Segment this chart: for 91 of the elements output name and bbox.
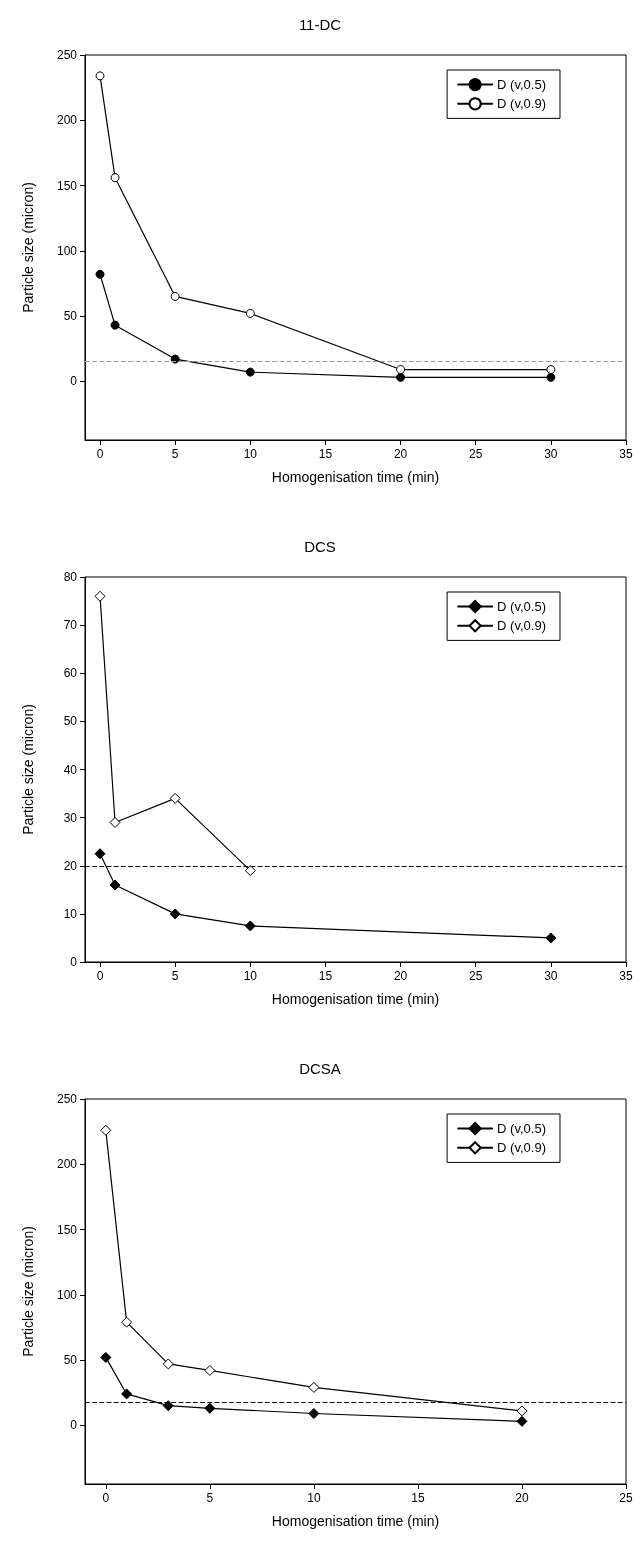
x-axis-title: Homogenisation time (min) [271,991,440,1007]
point [121,1316,133,1328]
point [308,1381,320,1393]
y-axis-title: Particle size (micron) [20,1226,36,1357]
x-tick-label: 0 [102,1491,110,1505]
legend-label: D (v,0.9) [497,1140,547,1156]
x-tick-label: 15 [318,969,333,983]
y-axis-title: Particle size (micron) [20,182,36,313]
y-axis-title: Particle size (micron) [20,704,36,835]
chart-title: DCSA [299,1060,341,1077]
y-tick-label: 50 [63,714,78,729]
y-tick-label: 0 [70,374,78,389]
y-tick-label: 150 [56,178,78,193]
x-tick-label: 5 [171,447,179,461]
x-tick-label: 30 [544,447,558,461]
y-tick-label: 0 [70,955,78,969]
point [121,1388,133,1400]
y-tick-label: 100 [56,243,78,258]
point [100,1124,112,1136]
legend-label: D (v,0.5) [497,77,547,93]
point [169,792,181,804]
point [109,816,121,828]
point [244,920,256,932]
point [204,1402,216,1414]
y-tick-label: 200 [56,1157,78,1172]
x-tick-label: 20 [393,969,408,983]
x-tick-label: 35 [619,447,633,461]
y-tick-label: 200 [56,113,78,128]
x-tick-label: 5 [206,1491,214,1505]
point [516,1405,528,1417]
point [204,1364,216,1376]
point [109,879,121,891]
x-tick-label: 10 [243,447,258,461]
x-tick-label: 20 [515,1491,529,1505]
point [170,291,180,301]
x-tick-label: 0 [96,447,104,461]
y-tick-label: 10 [63,906,78,921]
point [170,354,180,364]
point [396,372,406,382]
point [94,590,106,602]
x-tick-label: 25 [619,1491,633,1505]
point [546,365,556,375]
legend-label: D (v,0.5) [497,1121,547,1137]
point [169,908,181,920]
legend-label: D (v,0.9) [497,618,547,634]
point [545,932,557,944]
point [110,320,120,330]
y-tick-label: 150 [56,1222,78,1237]
point [308,1408,320,1420]
point [100,1351,112,1363]
point [244,865,256,877]
y-tick-label: 30 [63,810,78,825]
point [516,1415,528,1427]
y-tick-label: 40 [63,762,78,777]
x-tick-label: 20 [393,447,408,461]
point [162,1400,174,1412]
x-tick-label: 25 [469,969,483,983]
y-tick-label: 0 [70,1418,78,1433]
y-tick-label: 250 [56,48,78,62]
chart-title: 11-DC [298,16,342,33]
y-tick-label: 50 [63,309,78,324]
point [110,173,120,183]
y-tick-label: 50 [63,1353,78,1368]
x-tick-label: 10 [307,1491,321,1505]
x-tick-label: 15 [411,1491,425,1505]
y-tick-label: 250 [56,1092,78,1106]
x-tick-label: 25 [469,447,483,461]
x-tick-label: 30 [544,969,558,983]
x-tick-label: 35 [619,969,633,983]
point [245,308,255,318]
y-tick-label: 70 [63,618,78,633]
x-tick-label: 0 [96,969,104,983]
point [95,71,105,81]
legend-label: D (v,0.5) [497,599,547,615]
x-tick-label: 10 [243,969,258,983]
legend-label: D (v,0.9) [497,96,547,112]
x-tick-label: 15 [318,447,333,461]
y-tick-label: 80 [63,570,78,584]
x-axis-title: Homogenisation time (min) [271,1513,440,1529]
point [546,372,556,382]
point [94,848,106,860]
point [95,269,105,279]
y-tick-label: 60 [63,666,78,681]
chart-title: DCS [304,538,336,555]
y-tick-label: 100 [56,1287,78,1302]
x-tick-label: 5 [171,969,179,983]
y-tick-label: 20 [63,858,78,873]
point [396,365,406,375]
x-axis-title: Homogenisation time (min) [271,469,440,485]
point [245,367,255,377]
point [162,1358,174,1370]
